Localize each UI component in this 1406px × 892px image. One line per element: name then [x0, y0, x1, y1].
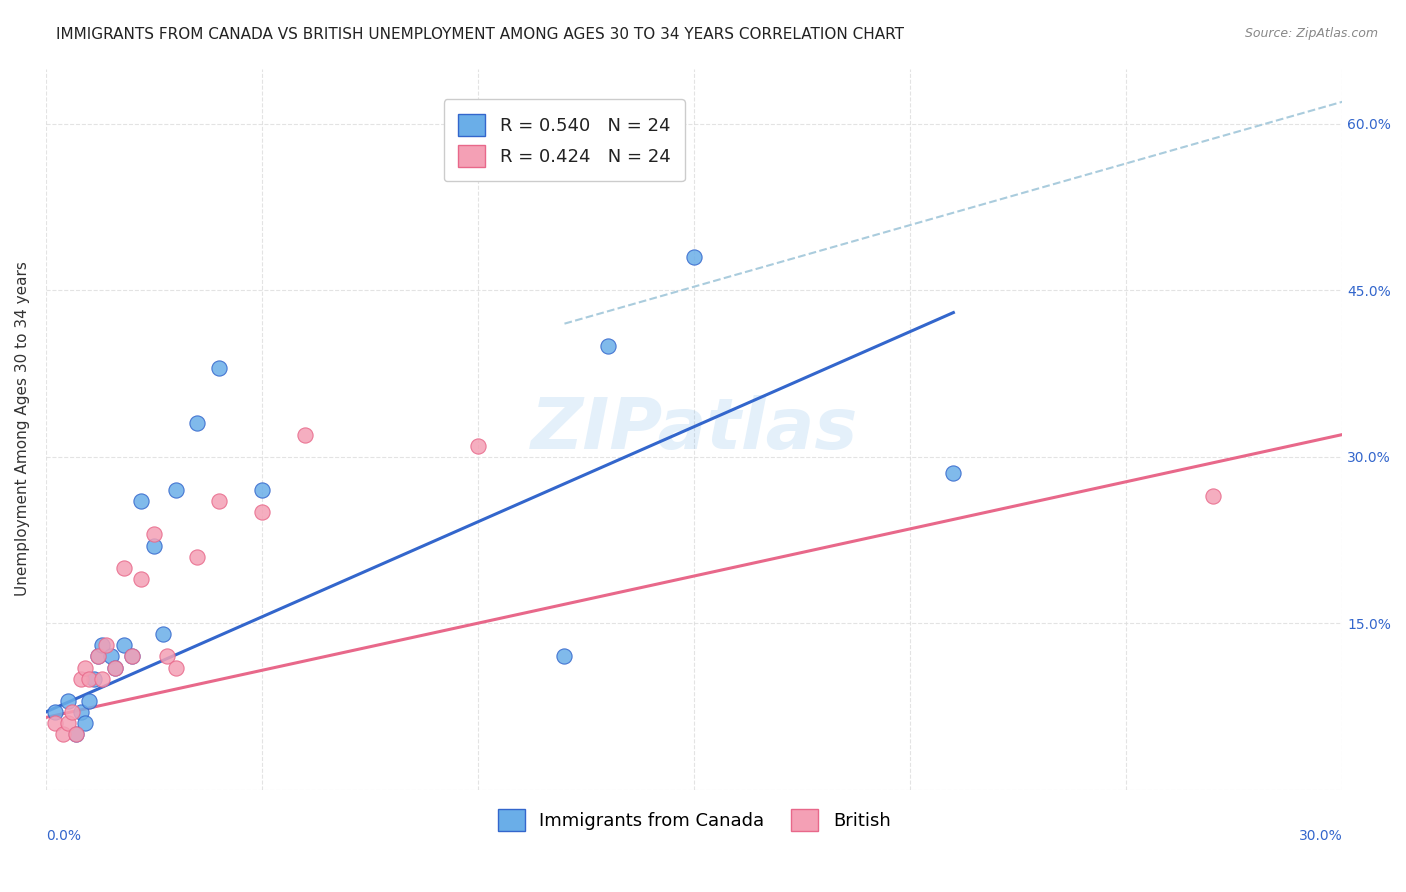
Point [69, 672, 91, 686]
Point [91, 638, 114, 652]
Point [69, 705, 91, 719]
Point [96, 638, 118, 652]
Text: Source: ZipAtlas.com: Source: ZipAtlas.com [1244, 27, 1378, 40]
Point [294, 427, 316, 442]
Point [104, 660, 127, 674]
Point [250, 483, 273, 497]
Point [77, 694, 100, 708]
Point [942, 467, 965, 481]
Point [129, 494, 152, 508]
Point [129, 572, 152, 586]
Point [165, 660, 187, 674]
Point [56, 716, 79, 731]
Point [60, 705, 83, 719]
Point [87, 649, 110, 664]
Point [112, 638, 135, 652]
Point [121, 649, 143, 664]
Point [91, 672, 114, 686]
Point [165, 483, 187, 497]
Point [44, 705, 66, 719]
Text: ZIPatlas: ZIPatlas [530, 394, 858, 464]
Legend: Immigrants from Canada, British: Immigrants from Canada, British [491, 802, 898, 838]
Point [104, 660, 127, 674]
Point [208, 361, 231, 376]
Point [467, 439, 489, 453]
Point [83, 672, 105, 686]
Text: 30.0%: 30.0% [1299, 830, 1343, 843]
Point [77, 672, 100, 686]
Point [1201, 489, 1223, 503]
Point [100, 649, 122, 664]
Point [553, 649, 575, 664]
Point [65, 727, 87, 741]
Point [596, 339, 619, 353]
Text: 0.0%: 0.0% [46, 830, 82, 843]
Point [683, 250, 706, 264]
Point [250, 505, 273, 519]
Point [186, 549, 208, 564]
Point [121, 649, 143, 664]
Point [73, 716, 96, 731]
Point [52, 727, 75, 741]
Point [143, 527, 166, 541]
Point [186, 417, 208, 431]
Point [143, 539, 166, 553]
Point [73, 660, 96, 674]
Point [156, 649, 179, 664]
Point [44, 716, 66, 731]
Point [112, 560, 135, 574]
Y-axis label: Unemployment Among Ages 30 to 34 years: Unemployment Among Ages 30 to 34 years [15, 261, 30, 597]
Text: IMMIGRANTS FROM CANADA VS BRITISH UNEMPLOYMENT AMONG AGES 30 TO 34 YEARS CORRELA: IMMIGRANTS FROM CANADA VS BRITISH UNEMPL… [56, 27, 904, 42]
Point [87, 649, 110, 664]
Point [56, 694, 79, 708]
Point [152, 627, 174, 641]
Point [208, 494, 231, 508]
Point [65, 727, 87, 741]
